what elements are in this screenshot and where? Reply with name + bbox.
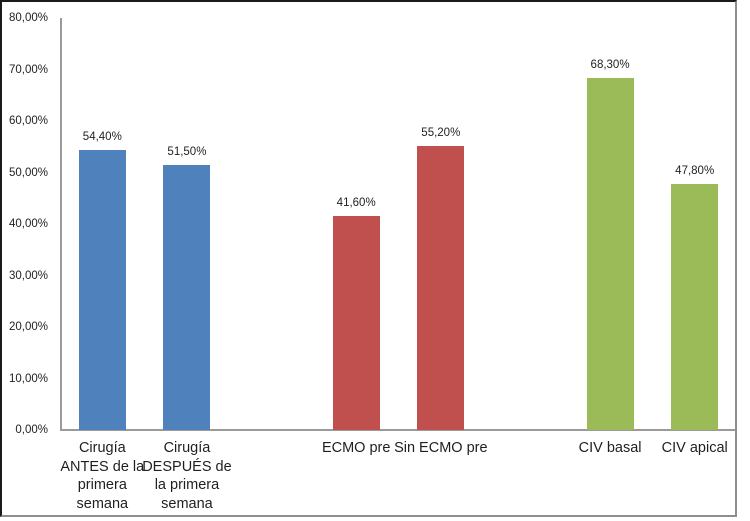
y-axis-tick-label: 30,00% — [8, 269, 48, 282]
bar — [332, 215, 380, 430]
bar — [671, 183, 719, 430]
x-axis-category-label: CIV basal — [578, 440, 642, 456]
x-axis-category-label: ECMO pre — [321, 440, 391, 456]
bar-value-label: 68,30% — [590, 59, 630, 72]
x-axis-category-label: Cirugía DESPUÉS de la primera semana — [142, 440, 232, 512]
y-axis-tick-label: 20,00% — [8, 321, 48, 333]
bar — [417, 145, 465, 430]
x-axis-category-label: Sin ECMO pre — [394, 440, 488, 456]
bar-value-label: 55,20% — [421, 126, 461, 139]
y-axis-line — [60, 18, 62, 430]
y-axis-tick-label: 50,00% — [8, 166, 48, 179]
y-axis-tick-label: 70,00% — [8, 63, 48, 76]
y-axis-tick-label: 10,00% — [8, 372, 48, 385]
x-axis-category-label: Cirugía ANTES de la primera semana — [60, 440, 145, 512]
y-axis-tick-label: 0,00% — [15, 424, 48, 436]
bar-value-label: 51,50% — [167, 145, 207, 158]
x-axis-line — [60, 429, 737, 431]
bar-value-label: 47,80% — [675, 164, 715, 177]
bar-value-label: 54,40% — [82, 130, 122, 143]
y-axis-tick-label: 60,00% — [8, 115, 48, 127]
x-axis-category-label: CIV apical — [661, 440, 728, 456]
bar-value-label: 41,60% — [336, 196, 376, 209]
y-axis-tick-label: 80,00% — [8, 12, 48, 24]
y-axis-tick-label: 40,00% — [8, 218, 48, 230]
bar — [78, 149, 126, 430]
bar — [163, 164, 211, 430]
bar — [586, 78, 634, 430]
